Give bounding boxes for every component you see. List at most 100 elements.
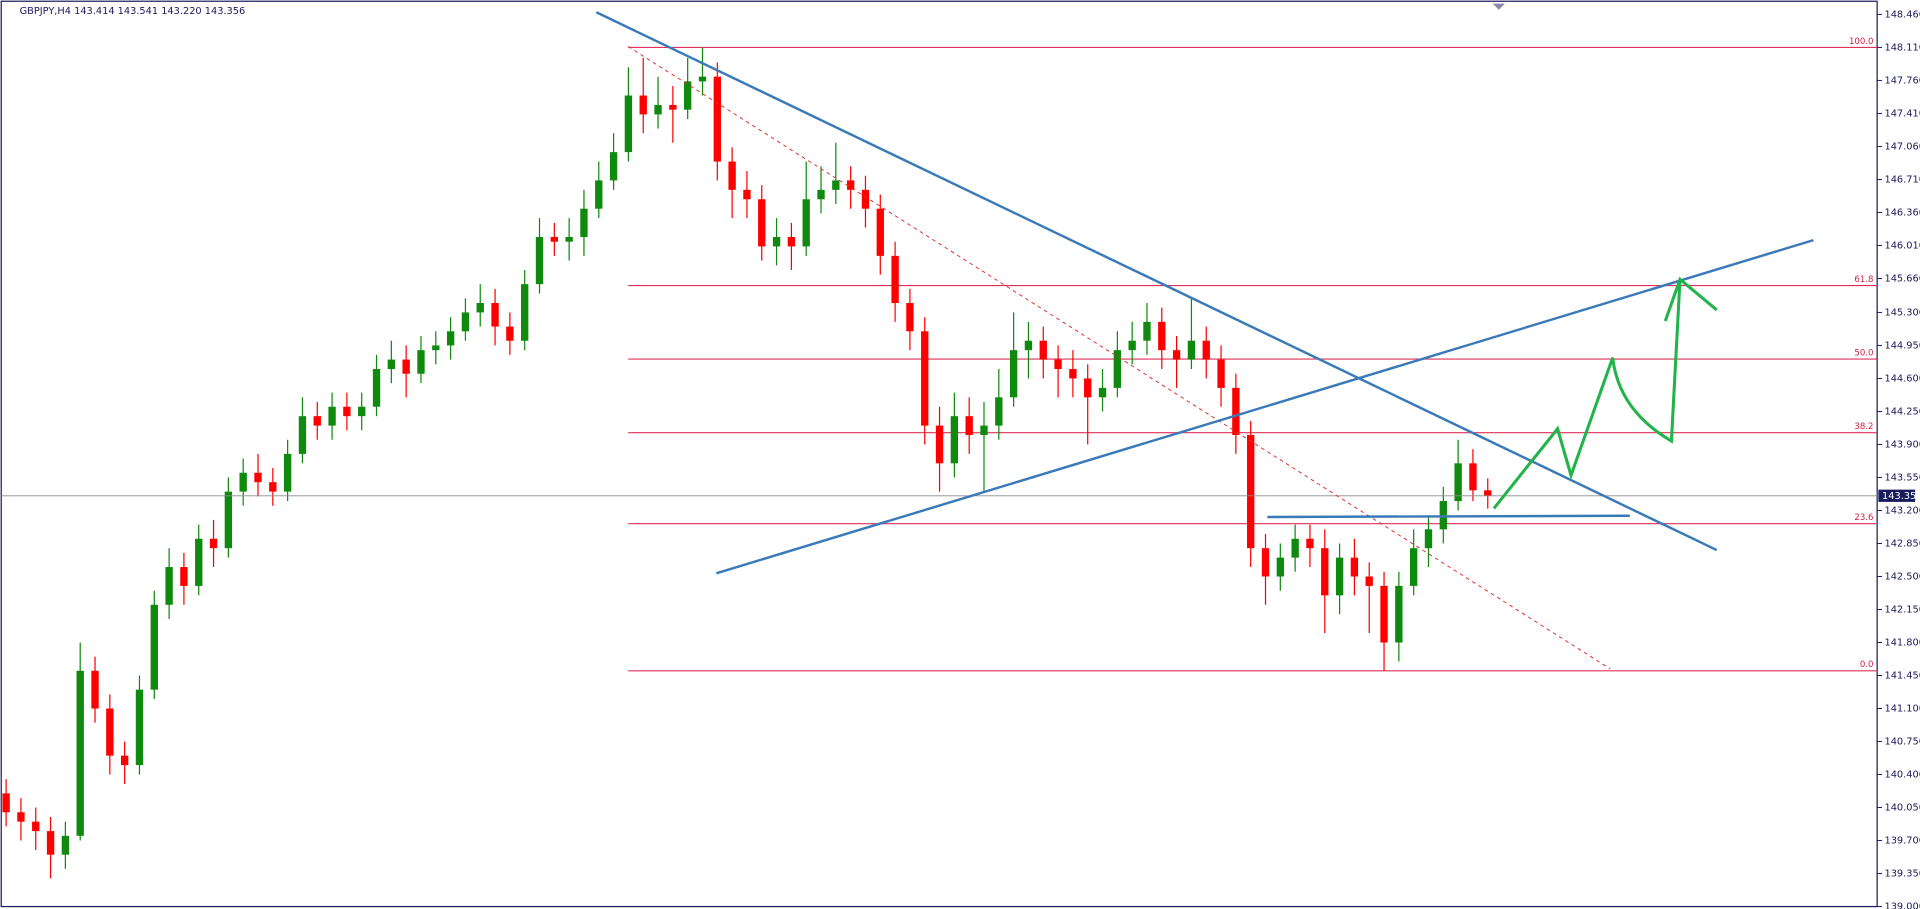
candle-body [713,76,721,162]
candle-body [1291,538,1299,558]
candle-body [1232,387,1240,436]
candle-body [1098,387,1107,398]
candle-body [491,303,499,327]
candle-body [1247,435,1255,549]
candle-body [684,81,692,110]
candle-body [565,236,573,242]
candle-body [343,406,351,417]
candle-body [120,755,129,766]
candle-body [1469,463,1477,491]
candle-body [624,95,633,153]
y-tick-label: 140.050 [1884,803,1920,814]
plot-area: 100.0 61.8 50.0 38.2 23.6 0.0 [1,37,1878,879]
candle-body [1024,340,1033,351]
candle-body [817,189,825,200]
candle-body [1128,340,1136,351]
candle-body [950,416,959,464]
candle-body [224,491,233,549]
y-tick-label: 141.100 [1884,704,1920,715]
candle-body [135,689,144,766]
candle-body [476,303,484,313]
fib-level-label: 23.6 [1854,513,1873,523]
candle-body [195,538,203,586]
fib-level-label: 50.0 [1854,348,1873,358]
candle-body [1069,369,1077,379]
candle-body [1380,585,1388,643]
candle-body [1395,585,1403,643]
price-box [1878,489,1916,502]
dotted-trend-line [627,46,1611,670]
y-tick-label: 140.400 [1884,770,1920,781]
candle-body [446,331,455,346]
candle-body [1410,548,1418,586]
y-tick-label: 142.150 [1884,604,1920,615]
candle-body [180,567,188,586]
candle-body [432,345,440,351]
y-tick-label: 141.800 [1884,637,1920,648]
candle-body [254,472,262,483]
candle-body [313,416,321,426]
y-tick-label: 147.760 [1884,75,1920,86]
candle-body [1335,557,1344,596]
y-tick-label: 144.250 [1884,406,1920,417]
fib-level-label: 0.0 [1860,660,1874,670]
candle-body [609,152,618,181]
candle-body [802,199,810,247]
y-tick-label: 143.550 [1884,472,1920,483]
candle-body [46,831,55,855]
candle-body [32,821,40,832]
candle-body [1143,321,1151,341]
candle-body [1424,529,1433,549]
candle-body [61,835,70,855]
shift-marker [1492,3,1505,10]
y-tick-label: 147.410 [1884,108,1920,119]
candle-body [106,708,114,756]
candle-body [1321,548,1329,596]
candle-body [1276,557,1284,577]
support-trend-line [715,238,1814,575]
candle-body [1217,359,1225,388]
candle-body [595,180,603,209]
candle-body [283,453,292,492]
candle-body [387,359,396,370]
candle-body [876,208,884,256]
candle-body [1054,359,1062,370]
candle-body [787,236,796,247]
candle-body [298,416,307,454]
candle-body [17,812,25,822]
candle-body [506,326,514,341]
candle-body [743,189,751,200]
candle-body [1454,463,1462,502]
y-tick-label: 145.660 [1884,273,1920,284]
candle-body [846,180,855,190]
candle-body [269,482,277,492]
chart-title: GBPJPY,H4 143.414 143.541 143.220 143.35… [20,6,246,17]
projection-arrow [1492,276,1718,510]
y-tick-label: 146.710 [1884,174,1920,185]
candle-body [965,416,973,436]
candle-body [1009,350,1018,398]
candle-body [521,284,529,341]
candle-body [580,208,588,237]
candle-body [461,312,470,332]
y-tick-label: 145.300 [1884,307,1920,318]
candle-body [417,350,425,374]
candle-body [758,199,766,247]
candle-body [165,567,173,605]
candle-body [728,161,736,190]
candle-body [772,236,781,247]
candle-body [1113,350,1122,388]
y-tick-label: 139.000 [1884,902,1920,909]
candle-body [654,104,662,115]
candle-body [239,472,247,492]
candle-body [1172,350,1181,360]
candle-body [832,180,840,190]
y-tick-label: 148.110 [1884,42,1920,53]
candle-body [402,359,410,374]
candle-body [1350,557,1359,577]
fib-level-label: 100.0 [1849,37,1874,47]
candle-body [1039,340,1047,360]
candle-body [1306,538,1314,549]
